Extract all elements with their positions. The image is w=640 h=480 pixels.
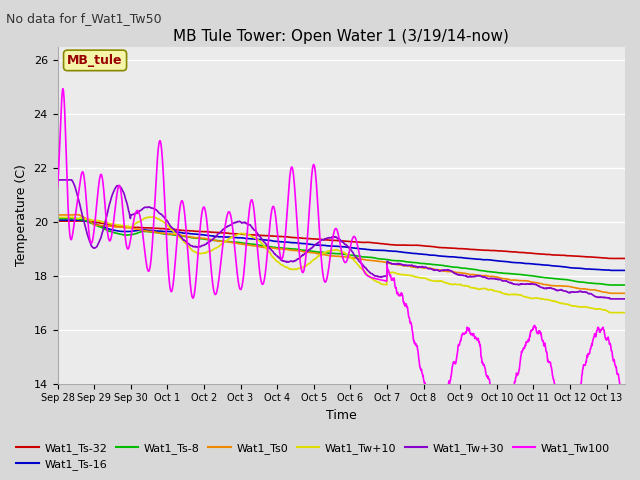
Y-axis label: Temperature (C): Temperature (C): [15, 164, 28, 266]
Text: No data for f_Wat1_Tw50: No data for f_Wat1_Tw50: [6, 12, 162, 25]
X-axis label: Time: Time: [326, 409, 356, 422]
Legend: Wat1_Ts-32, Wat1_Ts-16, Wat1_Ts-8, Wat1_Ts0, Wat1_Tw+10, Wat1_Tw+30, Wat1_Tw100: Wat1_Ts-32, Wat1_Ts-16, Wat1_Ts-8, Wat1_…: [12, 438, 614, 474]
Title: MB Tule Tower: Open Water 1 (3/19/14-now): MB Tule Tower: Open Water 1 (3/19/14-now…: [173, 29, 509, 44]
Text: MB_tule: MB_tule: [67, 54, 123, 67]
